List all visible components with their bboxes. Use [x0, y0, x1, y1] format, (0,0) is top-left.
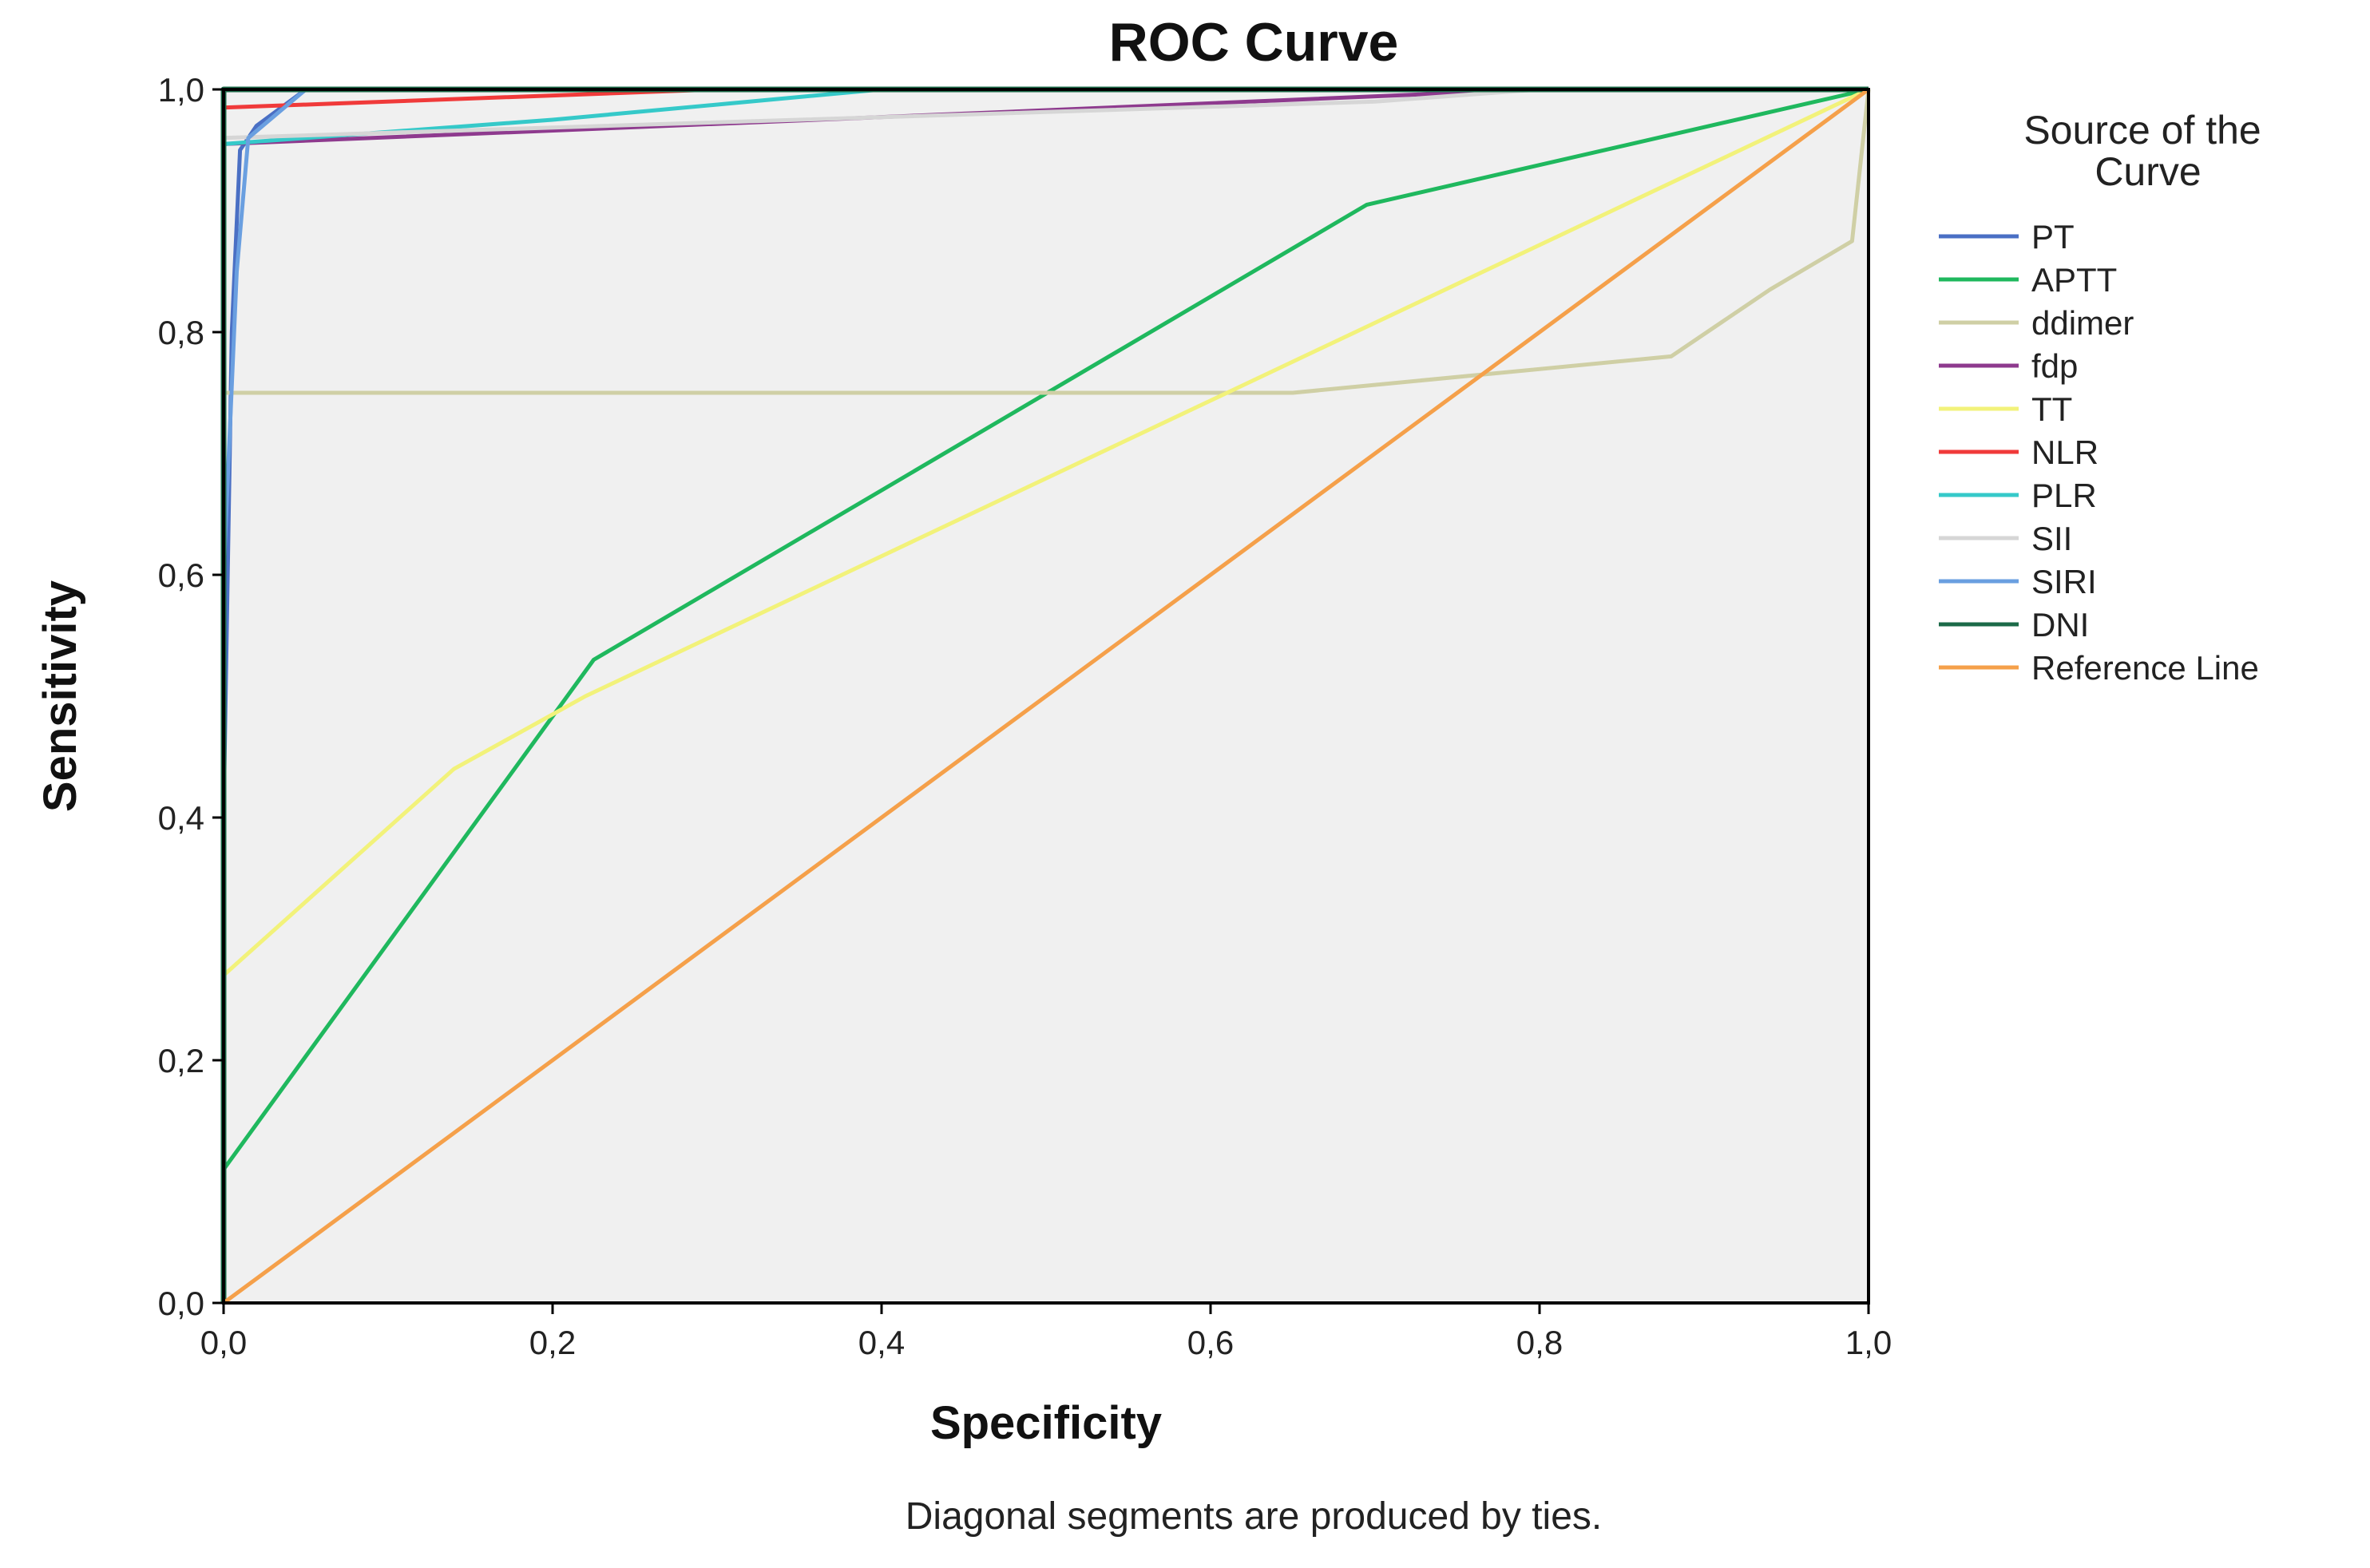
x-tick-label: 0,6 [1187, 1324, 1234, 1361]
y-axis-label: Sensitivity [34, 580, 86, 812]
y-axis: 0,0 0,2 0,4 0,6 0,8 1,0 [158, 71, 224, 1322]
x-axis: 0,0 0,2 0,4 0,6 0,8 1,0 [200, 1303, 1892, 1361]
x-tick-label: 0,8 [1516, 1324, 1563, 1361]
legend-label-plr: PLR [2031, 477, 2097, 514]
legend-label-fdp: fdp [2031, 347, 2078, 385]
legend-label-dni: DNI [2031, 606, 2089, 643]
legend-title-line-2: Curve [2095, 149, 2201, 194]
x-tick-label: 1,0 [1845, 1324, 1892, 1361]
legend-label-siri: SIRI [2031, 563, 2097, 600]
y-tick-label: 1,0 [158, 71, 204, 109]
x-axis-label: Specificity [930, 1397, 1162, 1449]
x-tick-label: 0,4 [858, 1324, 905, 1361]
footnote: Diagonal segments are produced by ties. [906, 1495, 1603, 1538]
legend-label-reference-line: Reference Line [2031, 649, 2259, 687]
legend-label-aptt: APTT [2031, 261, 2117, 299]
series-reference-line [222, 87, 1870, 1305]
legend-label-pt: PT [2031, 218, 2075, 255]
legend-label-nlr: NLR [2031, 434, 2099, 471]
legend-title: Source of the Curve [2023, 108, 2272, 194]
y-tick-label: 0,2 [158, 1042, 204, 1079]
legend-title-line-1: Source of the [2023, 108, 2261, 152]
legend-label-tt: TT [2031, 390, 2072, 428]
legend-items: PT APTT ddimer fdp TT NLR PLR SII SIRI DNI Referen… [1939, 218, 2259, 687]
y-tick-label: 0,8 [158, 314, 204, 351]
y-tick-label: 0,4 [158, 799, 204, 837]
chart-title: ROC Curve [1109, 12, 1399, 73]
x-tick-label: 0,0 [200, 1324, 247, 1361]
legend-label-sii: SII [2031, 520, 2072, 557]
plot-frame [222, 88, 1870, 1305]
series-tt [222, 87, 1870, 977]
y-tick-label: 0,0 [158, 1285, 204, 1322]
y-tick-label: 0,6 [158, 556, 204, 594]
legend-label-ddimer: ddimer [2031, 304, 2134, 342]
series-aptt [221, 87, 1869, 1171]
series-ddimer [224, 89, 1871, 395]
x-tick-label: 0,2 [529, 1324, 576, 1361]
legend: Source of the Curve PT APTT ddimer fdp TT NLR… [1939, 108, 2272, 687]
